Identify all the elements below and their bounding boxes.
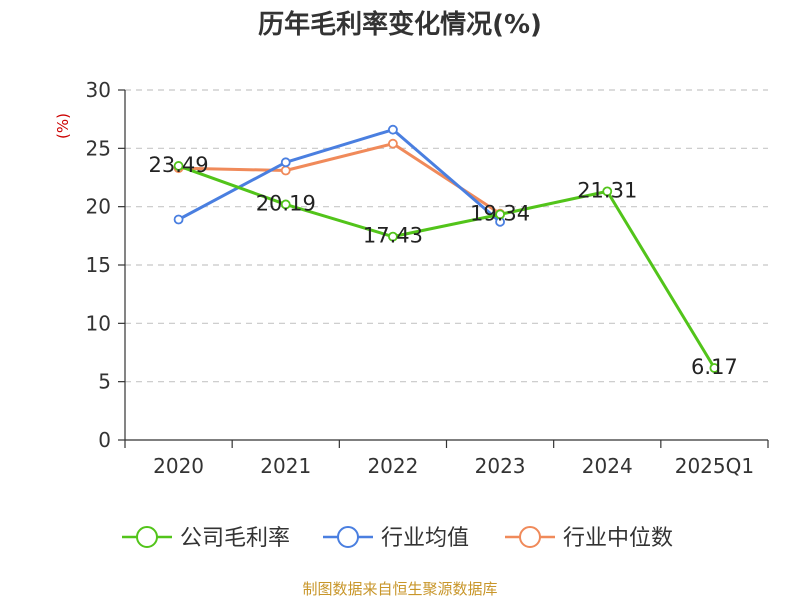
data-point — [388, 138, 398, 149]
data-point — [388, 231, 398, 242]
data-point — [388, 124, 398, 135]
data-labels: 23.49 20.19 17.43 19.34 21.31 6.17 — [149, 153, 738, 379]
y-tick-label: 25 — [86, 136, 111, 160]
x-tick-label: 2023 — [475, 454, 526, 478]
legend-label: 行业中位数 — [563, 526, 673, 551]
legend-item: 行业中位数 — [505, 526, 673, 551]
y-tick-labels: 0 5 10 15 20 25 30 — [86, 78, 111, 452]
y-tick-label: 15 — [86, 253, 111, 277]
series-lines — [173, 124, 720, 373]
data-label: 23.49 — [149, 153, 209, 177]
y-tick-label: 5 — [98, 370, 111, 394]
data-label: 21.31 — [577, 178, 637, 202]
data-point — [173, 161, 184, 171]
legend-marker — [519, 526, 541, 548]
data-point — [280, 165, 291, 176]
data-point — [280, 199, 291, 210]
data-label: 17.43 — [363, 224, 423, 248]
x-tick-labels: 2020 2021 2022 2023 2024 2025Q1 — [153, 454, 754, 478]
x-tick-label: 2024 — [582, 454, 633, 478]
legend-marker — [337, 526, 359, 548]
legend-item: 公司毛利率 — [122, 526, 290, 551]
data-point — [709, 363, 720, 373]
data-label: 20.19 — [256, 191, 316, 215]
legend-item: 行业均值 — [323, 526, 469, 551]
data-label: 19.34 — [470, 201, 530, 225]
x-tick-label: 2022 — [367, 454, 418, 478]
legend: 公司毛利率 行业均值 行业中位数 — [122, 526, 673, 551]
y-tick-label: 0 — [98, 428, 111, 452]
y-tick-label: 20 — [86, 195, 111, 219]
y-tick-label: 10 — [86, 311, 111, 335]
source-note: 制图数据来自恒生聚源数据库 — [302, 580, 498, 598]
series-line — [177, 128, 502, 223]
data-point — [495, 209, 505, 220]
axes — [118, 89, 769, 448]
x-tick-label: 2025Q1 — [675, 454, 754, 478]
y-axis-label: (%) — [54, 113, 72, 139]
x-tick-label: 2020 — [153, 454, 204, 478]
gridlines — [125, 89, 768, 383]
data-point — [173, 214, 184, 225]
x-tick-label: 2021 — [260, 454, 311, 478]
y-tick-label: 30 — [86, 78, 111, 102]
chart-title: 历年毛利率变化情况(%) — [258, 10, 542, 40]
series-line — [178, 142, 501, 215]
series-line — [178, 164, 716, 369]
data-point — [280, 157, 291, 168]
legend-label: 行业均值 — [381, 526, 469, 551]
legend-label: 公司毛利率 — [180, 526, 290, 551]
data-label: 6.17 — [691, 355, 738, 379]
legend-marker — [136, 526, 158, 548]
data-point — [602, 186, 613, 197]
